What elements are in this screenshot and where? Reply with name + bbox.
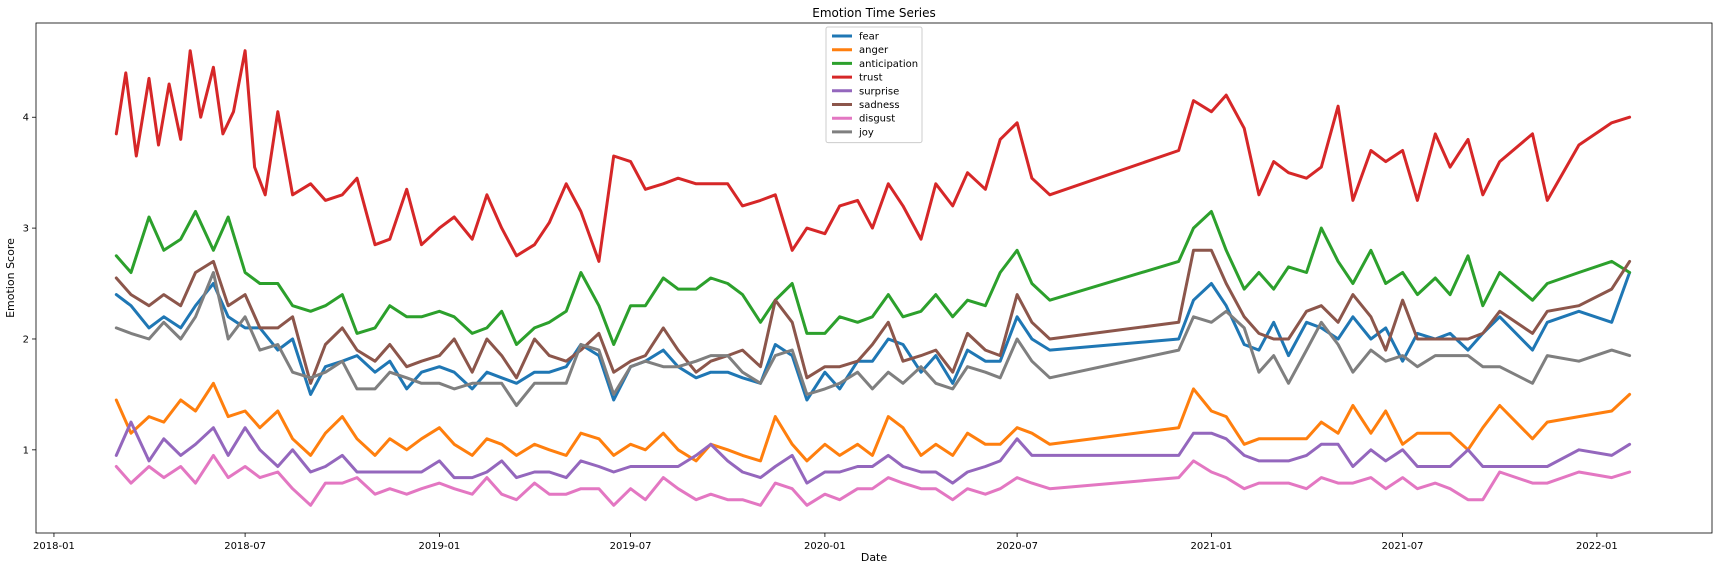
series-line-surprise bbox=[114, 420, 1632, 485]
x-tick-label: 2018-01 bbox=[33, 541, 75, 552]
x-tick-label: 2020-01 bbox=[804, 541, 846, 552]
legend-label-trust: trust bbox=[859, 73, 883, 84]
series-line-fear bbox=[114, 271, 1632, 402]
x-tick-label: 2021-07 bbox=[1382, 541, 1424, 552]
x-tick-label: 2020-07 bbox=[996, 541, 1038, 552]
x-tick-label: 2018-07 bbox=[224, 541, 266, 552]
x-tick-label: 2022-01 bbox=[1576, 541, 1618, 552]
legend-label-disgust: disgust bbox=[859, 114, 895, 125]
y-tick-label: 2 bbox=[23, 334, 29, 345]
series-line-anticipation bbox=[114, 210, 1632, 346]
x-tick-label: 2019-01 bbox=[419, 541, 461, 552]
y-tick-label: 1 bbox=[23, 445, 29, 456]
legend-box bbox=[825, 26, 923, 144]
legend-label-surprise: surprise bbox=[859, 86, 899, 97]
legend-label-sadness: sadness bbox=[859, 100, 900, 111]
series-line-disgust bbox=[114, 453, 1632, 507]
series-line-joy bbox=[114, 271, 1632, 407]
y-tick-label: 3 bbox=[23, 224, 29, 235]
y-axis: 1 2 3 4 bbox=[23, 113, 36, 456]
series-layer bbox=[114, 49, 1632, 507]
legend-label-joy: joy bbox=[858, 127, 874, 138]
x-tick-label: 2019-07 bbox=[610, 541, 652, 552]
legend-label-fear: fear bbox=[859, 32, 880, 43]
x-axis-title: Date bbox=[861, 551, 888, 564]
legend: fear anger anticipation trust surprise sadnes… bbox=[825, 26, 923, 144]
plot-area bbox=[35, 22, 1713, 534]
x-axis: 2018-01 2018-07 2019-01 2019-07 2020-01 2020-… bbox=[33, 533, 1618, 552]
chart-title: Emotion Time Series bbox=[812, 6, 936, 20]
legend-label-anger: anger bbox=[859, 45, 889, 56]
legend-label-anticipation: anticipation bbox=[859, 59, 918, 70]
series-line-anger bbox=[114, 381, 1632, 463]
plot-frame bbox=[35, 22, 1713, 534]
x-tick-label: 2021-01 bbox=[1191, 541, 1233, 552]
y-axis-title: Emotion Score bbox=[4, 238, 17, 318]
y-tick-label: 4 bbox=[23, 113, 29, 124]
series-line-sadness bbox=[114, 248, 1632, 385]
series-line-trust bbox=[114, 49, 1632, 263]
